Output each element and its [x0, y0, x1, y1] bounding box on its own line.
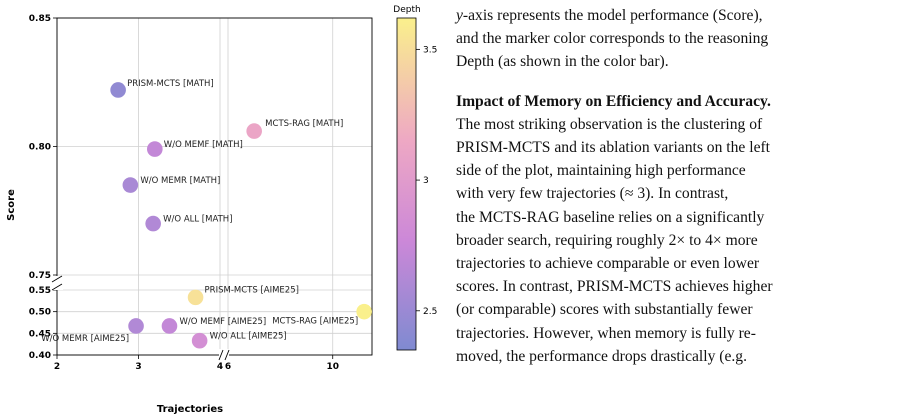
body-line: moved, the performance drops drastically…: [456, 347, 747, 365]
y-tick-label: 0.75: [29, 271, 51, 281]
data-point-label: W/O ALL [MATH]: [163, 215, 232, 225]
data-point: [246, 123, 262, 139]
body-line: The most striking observation is the clu…: [456, 115, 763, 133]
x-tick-label: 10: [326, 362, 339, 372]
plot-border: [56, 17, 373, 356]
body-line: broader search, requiring roughly 2× to …: [456, 231, 758, 249]
data-point-label: PRISM-MCTS [AIME25]: [205, 285, 299, 295]
colorbar-gradient: [396, 17, 417, 351]
data-point-label: W/O MEMF [MATH]: [164, 140, 243, 150]
data-point: [147, 141, 163, 157]
body-line: side of the plot, maintaining high perfo…: [456, 162, 746, 180]
colorbar-tick-label: 3: [423, 176, 429, 186]
y-tick-label: 0.40: [29, 351, 51, 361]
data-point-label: W/O MEMR [MATH]: [140, 176, 220, 186]
data-point: [356, 303, 372, 320]
data-point: [161, 318, 178, 334]
data-point-label: W/O MEMF [AIME25]: [179, 317, 266, 327]
y-break-mask: [51, 276, 63, 290]
x-break-mark: [224, 349, 230, 361]
colorbar: Depth 2.5 3 3.5: [393, 5, 437, 351]
data-point: [110, 82, 126, 98]
x-break-mark: [218, 349, 224, 361]
intro-line-1: -axis represents the model performance (…: [462, 7, 763, 24]
data-point-label: W/O ALL [AIME25]: [210, 332, 287, 342]
section-heading: Impact of Memory on Efficiency and Accur…: [456, 92, 771, 110]
axis-break-marks: [51, 275, 230, 361]
y-variable: y: [456, 7, 463, 24]
body-line: trajectories to achieve comparable or ev…: [456, 255, 760, 273]
plot-frame: [56, 17, 373, 356]
data-point: [145, 215, 161, 232]
data-point: [187, 289, 204, 306]
efficiency-paragraph: Impact of Memory on Efficiency and Accur…: [456, 90, 914, 368]
data-point-label: W/O MEMR [AIME25]: [41, 334, 129, 344]
scatter-figure: 2 3 4 6 10 0.40 0.45 0.50 0.55 0.75 0.80 0.85 PRISM…: [6, 5, 437, 415]
x-tick-label: 6: [225, 362, 231, 372]
y-tick-label: 0.55: [29, 286, 51, 296]
body-line: scores. In contrast, PRISM-MCTS achieves…: [456, 278, 773, 296]
y-axis-title: Score: [6, 189, 17, 221]
y-break-mark: [51, 283, 63, 291]
x-axis-title: Trajectories: [157, 404, 223, 415]
grid-lines: [56, 17, 372, 356]
data-points: PRISM-MCTS [MATH] MCTS-RAG [MATH] W/O MEMF…: [41, 79, 372, 349]
body-line: with very few trajectories (≈ 3). In con…: [456, 185, 729, 203]
intro-line-3: Depth (as shown in the color bar).: [456, 53, 669, 71]
y-tick-label: 0.80: [29, 143, 51, 153]
colorbar-tick-label: 2.5: [423, 307, 437, 317]
y-break-mark: [51, 275, 63, 283]
data-point: [122, 177, 139, 193]
y-tick-label: 0.85: [29, 14, 51, 24]
colorbar-title: Depth: [393, 5, 420, 15]
x-tick-label: 3: [135, 362, 141, 372]
y-tick-label: 0.45: [29, 329, 51, 339]
chart-svg: 2 3 4 6 10 0.40 0.45 0.50 0.55 0.75 0.80 0.85 PRISM…: [6, 5, 437, 415]
x-break-mask: [219, 349, 229, 361]
colorbar-tick-label: 3.5: [423, 45, 437, 55]
body-text: y-axis represents the model performance …: [456, 4, 914, 368]
intro-line-2: and the marker color corresponds to the …: [456, 30, 769, 48]
data-point: [128, 318, 144, 334]
x-tick-label: 2: [54, 362, 60, 372]
intro-paragraph: y-axis represents the model performance …: [456, 4, 914, 74]
data-point-label: MCTS-RAG [MATH]: [265, 119, 343, 129]
x-tick-label: 4: [217, 362, 223, 372]
body-line: PRISM-MCTS and its ablation variants on …: [456, 139, 771, 157]
body-line: the MCTS-RAG baseline relies on a signif…: [456, 208, 765, 226]
data-point-label: PRISM-MCTS [MATH]: [127, 79, 214, 89]
data-point: [191, 332, 208, 349]
body-line: (or comparable) scores with substantiall…: [456, 301, 753, 319]
body-line: trajectories. However, when memory is fu…: [456, 324, 756, 342]
data-point-label: MCTS-RAG [AIME25]: [272, 317, 358, 327]
y-tick-label: 0.50: [29, 308, 51, 318]
